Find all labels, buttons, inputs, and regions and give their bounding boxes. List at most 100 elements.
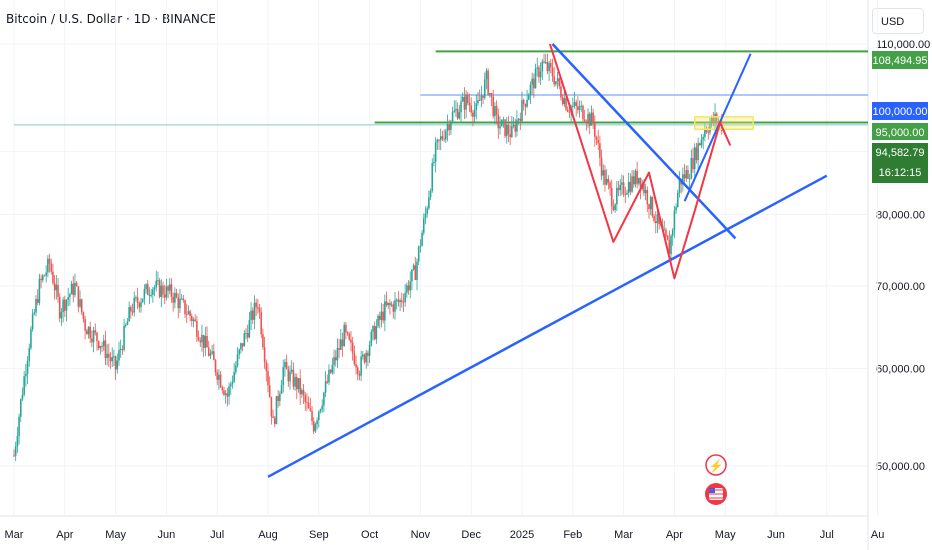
candle-body [505, 124, 508, 137]
candle-body [155, 280, 158, 288]
candle-body [666, 235, 669, 241]
candle-body [133, 297, 136, 313]
x-tick-label: Jul [820, 529, 834, 541]
candle-body [461, 96, 464, 102]
candle-body [104, 340, 107, 359]
candle-body [204, 335, 207, 348]
candle-body [228, 386, 230, 397]
candle-body [94, 330, 97, 333]
candle-body [116, 360, 119, 370]
candle-body [89, 326, 91, 339]
x-tick-label: Jul [210, 529, 224, 541]
candle-body [502, 119, 505, 121]
candle-body [273, 417, 276, 425]
candle-body [135, 297, 137, 299]
candle-body [431, 163, 434, 191]
candle-body [48, 258, 51, 264]
candle-body [62, 299, 64, 313]
candle-body [419, 245, 422, 247]
candle-body [334, 357, 337, 361]
candle-body [395, 299, 398, 301]
candle-body [614, 204, 616, 210]
price-badge-bg [872, 51, 928, 69]
candle-body [40, 278, 42, 281]
candle-body [443, 138, 445, 140]
candle-body [631, 176, 633, 192]
candle-body [292, 369, 295, 387]
candle-body [50, 263, 53, 272]
candle-body [319, 409, 322, 412]
candle-body [465, 94, 467, 110]
candle-body [350, 339, 352, 343]
candle-body [529, 84, 532, 96]
candle-body [279, 393, 281, 402]
candle-body [328, 369, 330, 383]
candle-body [654, 221, 657, 224]
currency-selector[interactable]: USD [872, 8, 924, 34]
candle-body [500, 119, 503, 127]
candle-body [86, 330, 88, 335]
candle-body [522, 100, 525, 105]
candle-body [343, 324, 345, 347]
candle-body [590, 112, 593, 126]
candle-body [358, 373, 361, 376]
candle-body [678, 178, 681, 193]
candle-body [360, 356, 362, 376]
candle-body [548, 63, 550, 72]
candle-body [57, 284, 59, 297]
candle-body [551, 67, 554, 77]
candle-body [448, 124, 450, 130]
candle-body [224, 393, 227, 395]
candle-body [414, 265, 417, 280]
candle-body [329, 369, 332, 373]
candle-body [336, 348, 339, 361]
price-badge-countdown: 16:12:15 [879, 167, 922, 179]
candle-body [485, 70, 488, 80]
candle-body [60, 312, 63, 319]
candle-body [441, 136, 444, 139]
y-tick-label: 80,000.00 [876, 209, 925, 221]
candle-body [653, 215, 655, 222]
candle-body [97, 341, 100, 349]
x-tick-label: Feb [563, 529, 582, 541]
candle-body [311, 410, 313, 421]
candle-body [31, 313, 34, 330]
candle-body [602, 170, 605, 176]
candle-body [241, 343, 244, 347]
candle-body [394, 300, 396, 312]
candle-body [41, 275, 44, 281]
candle-body [392, 304, 395, 312]
y-tick-label: 110,000.00 [876, 39, 930, 51]
candle-body [365, 352, 368, 363]
candle-body [512, 124, 515, 127]
candle-body [106, 353, 108, 359]
candle-body [324, 381, 327, 393]
candle-body [682, 174, 684, 185]
candle-body [167, 286, 169, 291]
candle-body [47, 258, 49, 273]
candle-body [700, 139, 703, 146]
candle-body [233, 372, 235, 383]
candle-body [490, 93, 493, 97]
candle-body [538, 67, 540, 78]
candle-body [377, 315, 379, 326]
candle-body [699, 143, 701, 146]
candle-body [693, 147, 696, 170]
candle-body [323, 392, 325, 406]
candle-body [109, 357, 112, 362]
candle-body [282, 367, 285, 386]
candle-body [111, 357, 114, 362]
candle-body [412, 265, 415, 270]
candle-body [499, 126, 501, 129]
candle-body [118, 350, 120, 361]
candle-body [277, 396, 279, 402]
candle-body [18, 416, 20, 437]
candle-body [531, 78, 533, 85]
candle-body [194, 319, 196, 322]
candle-body [180, 298, 183, 300]
candle-body [192, 319, 195, 321]
candle-body [595, 136, 598, 140]
x-tick-label: May [715, 529, 736, 541]
